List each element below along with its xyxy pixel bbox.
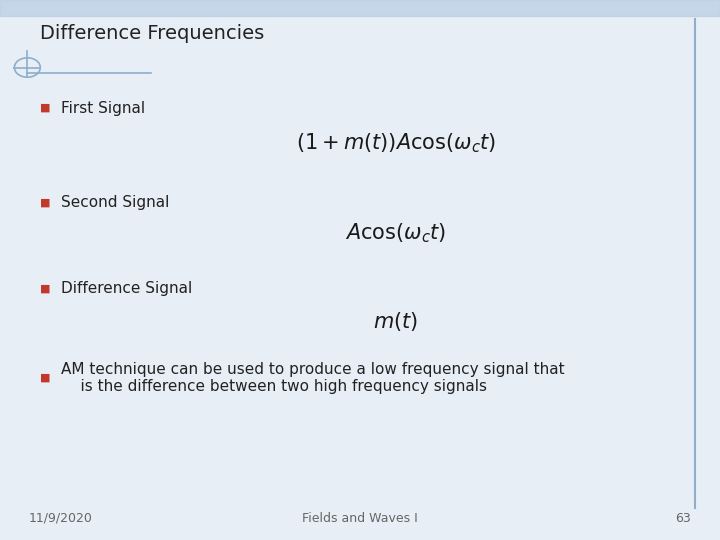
Text: ■: ■ (40, 373, 50, 383)
Text: Difference Signal: Difference Signal (61, 281, 192, 296)
Text: Difference Frequencies: Difference Frequencies (40, 24, 264, 43)
Text: ■: ■ (40, 103, 50, 113)
Text: ■: ■ (40, 284, 50, 294)
Text: ■: ■ (40, 198, 50, 207)
Text: 11/9/2020: 11/9/2020 (29, 512, 93, 525)
Text: $m(t)$: $m(t)$ (374, 310, 418, 333)
Text: First Signal: First Signal (61, 100, 145, 116)
Text: $A\cos(\omega_c t)$: $A\cos(\omega_c t)$ (346, 221, 446, 245)
Text: $(1 + m(t))A\cos(\omega_c t)$: $(1 + m(t))A\cos(\omega_c t)$ (296, 131, 496, 155)
Text: Fields and Waves I: Fields and Waves I (302, 512, 418, 525)
Text: Second Signal: Second Signal (61, 195, 170, 210)
Text: 63: 63 (675, 512, 691, 525)
Text: AM technique can be used to produce a low frequency signal that
    is the diffe: AM technique can be used to produce a lo… (61, 362, 564, 394)
Bar (0, 0, 720, 16)
